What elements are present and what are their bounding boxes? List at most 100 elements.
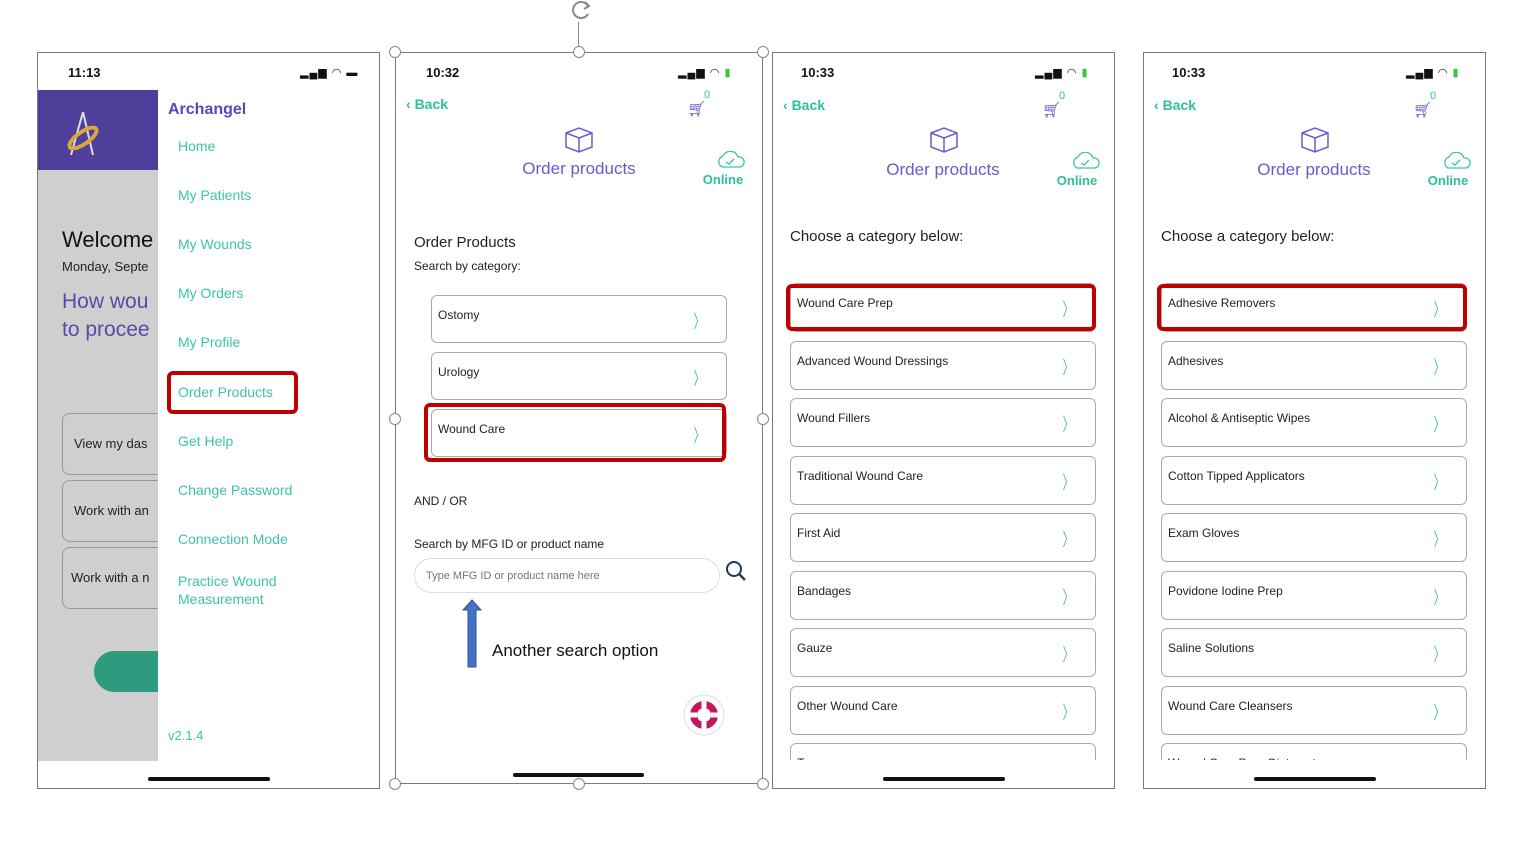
category-label: Adhesives <box>1168 353 1224 368</box>
home-indicator <box>513 773 644 777</box>
category-ostomy[interactable]: Ostomy 〉 <box>431 295 727 343</box>
chevron-right-icon: 〉 <box>1062 472 1074 493</box>
background-home: Welcome Monday, Septe How wou to procee … <box>38 170 194 761</box>
home-indicator <box>1254 777 1376 781</box>
resize-handle[interactable] <box>573 46 585 58</box>
category-item[interactable]: Saline Solutions 〉 <box>1161 628 1467 677</box>
menu-item-get-help[interactable]: Get Help <box>178 433 234 449</box>
status-time: 11:13 <box>68 65 101 80</box>
resize-handle[interactable] <box>389 778 401 790</box>
chevron-right-icon: 〉 <box>1433 357 1445 378</box>
package-icon <box>930 127 958 153</box>
resize-handle[interactable] <box>757 778 769 790</box>
version-label: v2.1.4 <box>168 728 204 743</box>
date-text: Monday, Septe <box>62 259 149 274</box>
work-with-a-button[interactable]: Work with a n <box>62 547 172 609</box>
chevron-right-icon: 〉 <box>1062 530 1074 550</box>
category-label: First Aid <box>797 526 841 540</box>
category-item[interactable]: Traditional Wound Care 〉 <box>790 455 1096 505</box>
cart-icon[interactable]: 🛒︎ <box>687 101 707 118</box>
category-label: Exam Gloves <box>1168 526 1240 540</box>
menu-item-home[interactable]: Home <box>178 138 216 154</box>
status-icons: ▂▄▆ ◠ ▮ <box>1406 67 1460 79</box>
menu-item-my-orders[interactable]: My Orders <box>178 285 244 301</box>
welcome-text: Welcome <box>62 227 154 252</box>
category-wound-care[interactable]: Wound Care 〉 <box>431 409 727 457</box>
menu-item-change-password[interactable]: Change Password <box>178 482 293 498</box>
category-item[interactable]: Bandages 〉 <box>790 570 1096 620</box>
highlight-adhesive-removers <box>1157 284 1467 331</box>
cart-count: 0 <box>1430 90 1437 102</box>
category-item[interactable]: Cotton Tipped Applicators 〉 <box>1161 455 1467 505</box>
chevron-right-icon: 〉 <box>693 426 705 446</box>
rotate-handle-line <box>578 22 579 52</box>
back-label: Back <box>1162 97 1197 113</box>
category-list[interactable]: Wound Care Prep 〉 Advanced Wound Dressings… <box>773 53 1114 760</box>
chevron-right-icon: 〉 <box>1062 645 1074 665</box>
resize-handle[interactable] <box>389 413 401 425</box>
category-list[interactable]: Adhesive Removers 〉 Adhesives 〉 Alcohol & An… <box>1144 53 1485 760</box>
menu-item-order-products[interactable]: Order Products <box>178 384 273 400</box>
resize-handle[interactable] <box>757 46 769 58</box>
category-item[interactable]: Exam Gloves 〉 <box>1161 513 1467 562</box>
category-item[interactable]: Povidone Iodine Prep 〉 <box>1161 570 1467 620</box>
category-item[interactable]: Advanced Wound Dressings 〉 <box>790 340 1096 390</box>
category-item[interactable]: Other Wound Care 〉 <box>790 685 1096 735</box>
category-item[interactable]: Gauze 〉 <box>790 628 1096 677</box>
connection-status: Online <box>1427 173 1469 188</box>
category-item[interactable]: Adhesive Removers 〉 <box>1161 283 1467 332</box>
page-title: Order products <box>522 159 636 178</box>
cart-icon[interactable]: 🛒︎ <box>1413 102 1433 119</box>
archangel-logo-icon <box>67 111 99 156</box>
menu-item-connection-mode[interactable]: Connection Mode <box>178 531 288 547</box>
category-item[interactable]: Wound Care Prep 〉 <box>790 283 1096 332</box>
category-item[interactable]: First Aid 〉 <box>790 513 1096 562</box>
rotate-handle-icon[interactable] <box>566 0 600 24</box>
category-item[interactable]: Wound Fillers 〉 <box>790 398 1096 447</box>
search-label: Search by MFG ID or product name <box>414 537 605 551</box>
menu-item-practice-wound-measurement[interactable]: Practice Wound Measurement <box>178 573 277 607</box>
cart-icon[interactable]: 🛒︎ <box>1042 102 1062 119</box>
section-heading: Choose a category below: <box>1161 228 1335 245</box>
drawer-title: Archangel <box>168 101 247 118</box>
dashboard-button[interactable]: View my das <box>62 413 172 475</box>
chevron-right-icon: 〉 <box>1062 587 1074 608</box>
home-indicator <box>883 777 1005 781</box>
category-label: Wound Care Prep <box>797 296 893 310</box>
chevron-right-icon: 〉 <box>693 369 705 389</box>
status-time: 10:32 <box>426 65 460 80</box>
resize-handle[interactable] <box>757 413 769 425</box>
back-button[interactable]: ‹ Back <box>1154 97 1197 113</box>
menu-item-my-profile[interactable]: My Profile <box>178 334 241 350</box>
category-urology[interactable]: Urology 〉 <box>431 352 727 400</box>
category-label: Advanced Wound Dressings <box>797 353 949 368</box>
category-label: Tapes <box>797 756 829 760</box>
category-item[interactable]: Tapes 〉 <box>790 743 1096 760</box>
annotation-arrow <box>462 599 482 668</box>
category-item[interactable]: Adhesives 〉 <box>1161 340 1467 390</box>
resize-handle[interactable] <box>573 778 585 790</box>
menu-item-my-patients[interactable]: My Patients <box>178 187 252 203</box>
work-with-button[interactable]: Work with an <box>62 480 172 542</box>
connection-status: Online <box>702 172 744 187</box>
resize-handle[interactable] <box>389 46 401 58</box>
cloud-check-icon <box>1073 152 1100 169</box>
category-item[interactable]: Wound Care Cleansers 〉 <box>1161 685 1467 735</box>
status-icons: ▂▄▆ ◠ ▮ <box>1035 67 1089 79</box>
chevron-right-icon: 〉 <box>1433 300 1445 320</box>
lifebuoy-help-icon[interactable] <box>682 693 726 737</box>
category-item[interactable]: Wound Care Prep Ointments 〉 <box>1161 743 1467 760</box>
menu-item-my-wounds[interactable]: My Wounds <box>178 236 252 252</box>
chevron-right-icon: 〉 <box>1062 702 1074 723</box>
search-input[interactable] <box>414 558 720 593</box>
phone-wound-care-prep-categories-screen: 10:33 ▂▄▆ ◠ ▮ ‹ Back 🛒︎ 0 Order products… <box>1143 52 1486 789</box>
chevron-right-icon: 〉 <box>1062 357 1074 378</box>
chevron-right-icon: 〉 <box>1433 702 1445 723</box>
category-item[interactable]: Alcohol & Antiseptic Wipes 〉 <box>1161 398 1467 447</box>
highlight-wound-care <box>424 403 726 462</box>
back-button[interactable]: ‹ Back <box>783 97 826 113</box>
search-icon[interactable] <box>725 560 747 582</box>
home-indicator <box>148 777 270 781</box>
back-button[interactable]: ‹ Back <box>406 96 449 112</box>
category-label: Gauze <box>797 641 833 655</box>
